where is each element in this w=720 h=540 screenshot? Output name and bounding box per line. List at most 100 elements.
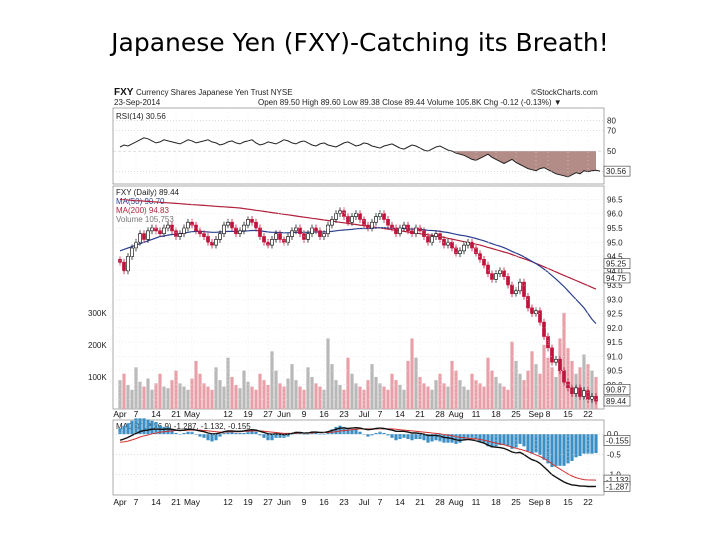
candle-body: [346, 216, 350, 223]
candle-body: [526, 296, 530, 309]
candle-body: [234, 227, 238, 235]
candle-body: [182, 227, 186, 235]
macd-histogram-bar: [258, 434, 262, 436]
candle-body: [374, 216, 378, 223]
x-tick-label-lower: 21: [171, 497, 181, 507]
candle-body: [490, 273, 494, 280]
volume-bar: [538, 373, 542, 409]
volume-bar: [118, 380, 122, 409]
volume-bar: [562, 312, 566, 409]
candle-body: [594, 396, 598, 402]
candle-body: [250, 219, 254, 223]
candle-body: [542, 321, 546, 337]
chart-axes: 8070503030.56300K200K100K96.596.095.595.…: [88, 108, 631, 507]
macd-histogram-bar: [314, 432, 318, 435]
macd-panel: MACD(12,26,9) -1.287, -1.132, -0.155: [112, 419, 605, 496]
x-tick-label-lower: 18: [491, 497, 501, 507]
macd-histogram-bar: [382, 432, 386, 435]
chart-instrument-name: Currency Shares Japanese Yen Trust NYSE: [136, 88, 293, 97]
rsi-label: RSI(14) 30.56: [116, 112, 166, 121]
volume-bar: [594, 376, 598, 409]
candle-body: [590, 396, 594, 400]
macd-histogram-bar: [490, 434, 494, 448]
volume-bar: [518, 373, 522, 409]
x-tick-label-lower: Apr: [113, 497, 126, 507]
volume-bar: [346, 357, 350, 409]
candle-body: [366, 224, 370, 229]
volume-bar: [190, 378, 194, 409]
macd-histogram-bar: [278, 434, 282, 438]
volume-bar: [278, 383, 282, 409]
volume-bar: [222, 386, 226, 409]
candle-body: [470, 241, 474, 249]
candle-body: [126, 256, 130, 272]
volume-bar: [178, 383, 182, 409]
x-tick-label-upper: 14: [151, 409, 161, 419]
candle-body: [218, 233, 222, 240]
volume-bar: [138, 381, 142, 409]
candle-body: [358, 213, 362, 220]
macd-histogram-bar: [534, 434, 538, 453]
volume-legend: Volume 105,753: [116, 215, 174, 224]
macd-histogram-bar: [186, 431, 190, 435]
macd-histogram-bar: [366, 434, 370, 437]
volume-bar: [202, 383, 206, 409]
candle-body: [122, 261, 126, 272]
candle-body: [466, 241, 470, 246]
volume-bar: [218, 380, 222, 409]
candle-body: [294, 227, 298, 232]
x-tick-label-lower: Sep: [528, 497, 543, 507]
volume-bar: [350, 373, 354, 409]
macd-histogram-bar: [470, 434, 474, 438]
rsi-line: [119, 137, 601, 178]
macd-histogram-bar: [262, 434, 266, 438]
macd-histogram-bar: [334, 426, 338, 435]
candle-body: [538, 310, 542, 323]
x-tick-label-lower: 14: [395, 497, 405, 507]
macd-histogram-bar: [386, 434, 390, 436]
candle-body: [266, 241, 270, 246]
volume-bar: [442, 383, 446, 409]
volume-bar: [550, 367, 554, 409]
volume-bar: [262, 380, 266, 409]
macd-histogram-bar: [590, 434, 594, 454]
candle-body: [394, 227, 398, 235]
candle-body: [574, 387, 578, 394]
price-tick-label: 91.5: [607, 338, 623, 347]
candle-body: [430, 236, 434, 243]
x-tick-label-upper: 8: [546, 409, 551, 419]
x-tick-label-upper: 21: [171, 409, 181, 419]
x-tick-label-lower: 23: [339, 497, 349, 507]
rsi-tick-label: 80: [607, 116, 616, 125]
candle-body: [286, 236, 290, 243]
x-tick-label-lower: 28: [435, 497, 445, 507]
macd-histogram-bar: [346, 429, 350, 435]
x-tick-label-lower: 16: [319, 497, 329, 507]
macd-histogram-bar: [538, 434, 542, 455]
x-tick-label-lower: 14: [151, 497, 161, 507]
macd-histogram-bar: [466, 434, 470, 438]
macd-histogram-bar: [182, 432, 186, 435]
candle-body: [562, 370, 566, 383]
volume-bar: [502, 386, 506, 409]
volume-bar: [162, 386, 166, 409]
candle-body: [230, 221, 234, 229]
rsi-current-badge: [603, 165, 631, 177]
volume-bar: [294, 380, 298, 409]
macd-histogram-bar: [478, 434, 482, 442]
macd-histogram-bar: [526, 434, 530, 452]
candle-body: [426, 236, 430, 243]
volume-bar: [270, 351, 274, 409]
volume-bar: [358, 386, 362, 409]
rsi-frame: [112, 107, 605, 185]
rsi-current-value: 30.56: [606, 167, 627, 176]
macd-histogram-bar: [430, 434, 434, 442]
volume-bar: [274, 370, 278, 409]
macd-histogram-bar: [502, 434, 506, 446]
candle-body: [186, 221, 190, 229]
x-tick-label-lower: 11: [472, 497, 481, 507]
volume-bar: [258, 373, 262, 409]
macd-histogram-bar: [522, 434, 526, 447]
candle-body: [274, 233, 278, 240]
candle-body: [206, 236, 210, 243]
